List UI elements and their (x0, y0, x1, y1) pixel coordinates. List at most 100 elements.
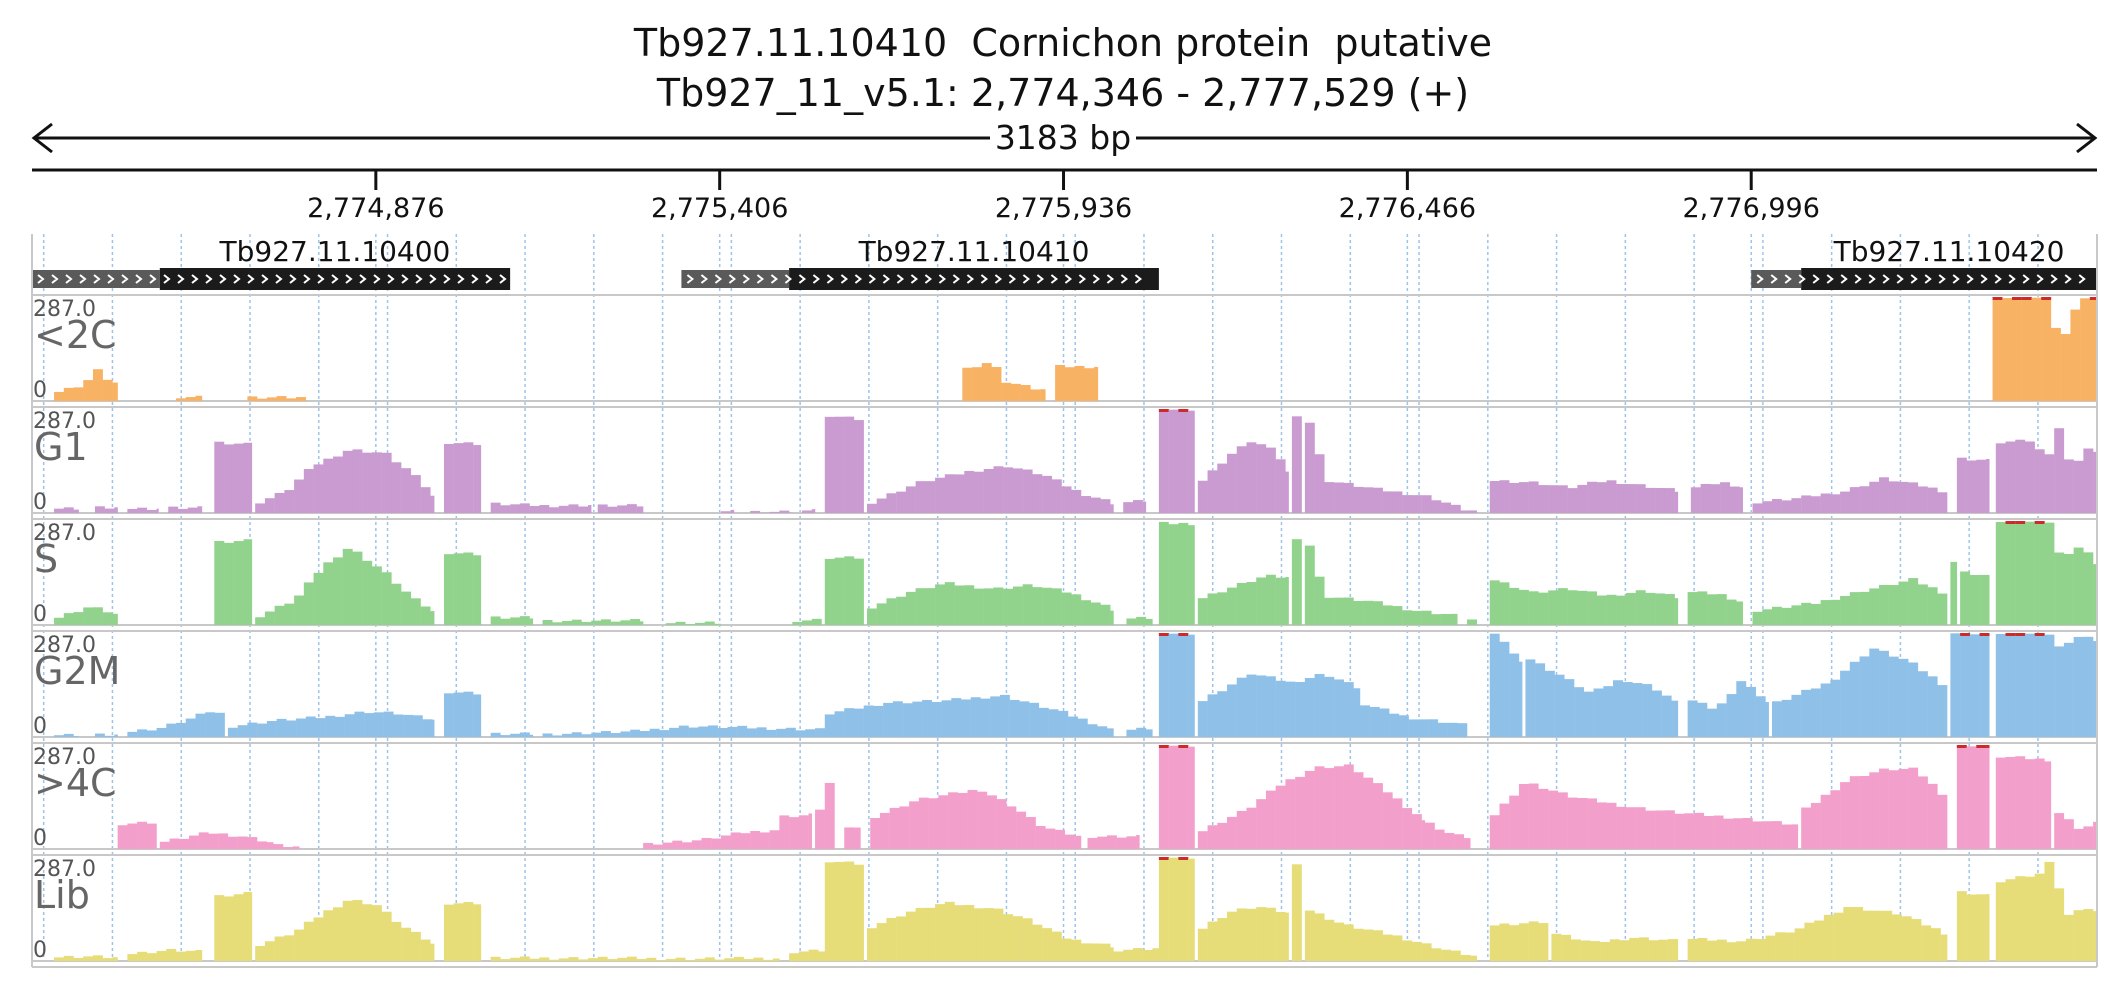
coverage-bar (227, 836, 238, 849)
coverage-bar (303, 582, 314, 625)
clip-marker (1976, 745, 1987, 748)
coverage-bar (1363, 487, 1374, 513)
coverage-bar (1051, 479, 1062, 513)
title-line-2: Tb927_11_v5.1: 2,774,346 - 2,777,529 (+) (656, 71, 1470, 115)
coverage-bar (1557, 588, 1568, 625)
coverage-bar (2093, 821, 2098, 849)
coverage-bar (2073, 910, 2084, 961)
coverage-bar (1392, 798, 1403, 849)
coverage-bar (420, 487, 431, 513)
coverage-bar (1739, 487, 1743, 513)
coverage-bar (1275, 911, 1286, 961)
coverage-bar (1227, 911, 1237, 961)
coverage-bar (981, 363, 992, 401)
coverage-bar (714, 959, 725, 961)
coverage-bar (1421, 610, 1432, 625)
coverage-bar (1966, 746, 1977, 849)
coverage-bar (630, 729, 641, 737)
coverage-bar (1084, 368, 1095, 401)
coverage-bar (896, 491, 907, 513)
coverage-bar (769, 511, 780, 513)
clip-marker (1979, 633, 1990, 636)
coverage-bar (205, 712, 216, 737)
coverage-bar (1518, 784, 1529, 849)
coverage-bar (2063, 553, 2074, 625)
coverage-bar (1019, 701, 1030, 737)
coverage-bar (1674, 598, 1679, 625)
coverage-bar (500, 959, 511, 961)
coverage-bar (896, 916, 907, 961)
coverage-bar (1040, 389, 1046, 401)
coverage-bar (1314, 454, 1325, 513)
coverage-bar (1411, 814, 1422, 849)
coverage-bar (1995, 443, 2006, 513)
coverage-bar (1697, 937, 1708, 961)
coverage-bar (176, 398, 186, 401)
coverage-bar (443, 693, 454, 737)
coverage-bar (284, 603, 295, 625)
coverage-bar (844, 416, 855, 513)
coverage-bar (1684, 813, 1695, 849)
coverage-bar (1265, 790, 1276, 849)
coverage-bar (824, 416, 835, 513)
coverage-bar (519, 732, 530, 737)
coverage-bar (83, 607, 94, 625)
coverage-bar (1590, 941, 1601, 961)
coverage-bar (1126, 729, 1137, 737)
coverage-bar (168, 506, 179, 513)
coverage-bar (1645, 592, 1656, 625)
coverage-bar (539, 957, 550, 961)
coverage-bar (844, 861, 855, 961)
coverage-bar (1454, 834, 1465, 849)
coverage-bar (1995, 882, 2006, 961)
track: 287.0S 0 (32, 518, 2098, 627)
span-label: 3183 bp (995, 118, 1131, 157)
coverage-bar (1703, 815, 1714, 849)
coverage-bar (610, 733, 621, 737)
coverage-bar (371, 452, 382, 513)
track-name-label: <2C (34, 313, 117, 357)
coverage-bar (1986, 745, 1990, 849)
coverage-bar (1020, 385, 1031, 401)
coverage-bar (552, 735, 563, 737)
coverage-bar (708, 725, 718, 737)
coverage-bar (1227, 453, 1237, 513)
coverage-bar (257, 723, 268, 737)
coverage-bar (1003, 914, 1014, 961)
coverage-bar (1392, 606, 1403, 625)
coverage-bar (2005, 521, 2016, 625)
coverage-bar (1606, 802, 1617, 849)
coverage-bar (581, 734, 592, 737)
coverage-bar (824, 558, 835, 625)
coverage-bar (1908, 767, 1919, 849)
coverage-bar (1398, 715, 1409, 737)
coverage-bar (63, 613, 74, 625)
coverage-bar (114, 734, 118, 737)
coverage-bar (1567, 488, 1578, 513)
coverage-bar (915, 588, 926, 625)
coverage-bar (1596, 595, 1607, 625)
coverage-bar (591, 732, 602, 737)
coverage-bar (815, 809, 825, 849)
coverage-bar (92, 955, 103, 961)
coverage-bar (214, 541, 225, 625)
coverage-bar (824, 862, 835, 961)
coverage-bar (283, 847, 294, 849)
coverage-bar (1032, 924, 1043, 961)
coverage-bar (233, 541, 244, 625)
coverage-bar (2005, 879, 2016, 961)
coverage-bar (243, 442, 253, 513)
coverage-bar (1525, 659, 1536, 737)
coverage-bar (2044, 522, 2055, 625)
coverage-bar (490, 732, 501, 737)
coverage-bar (870, 818, 881, 849)
coverage-bar (1467, 619, 1477, 625)
coverage-bar (1801, 602, 1812, 625)
coverage-bar (529, 505, 540, 513)
coverage-bar (1674, 491, 1679, 513)
coverage-bar (1411, 610, 1422, 625)
coverage-bar (879, 812, 890, 849)
coverage-bar (274, 492, 285, 513)
coverage-bar (1518, 589, 1529, 625)
